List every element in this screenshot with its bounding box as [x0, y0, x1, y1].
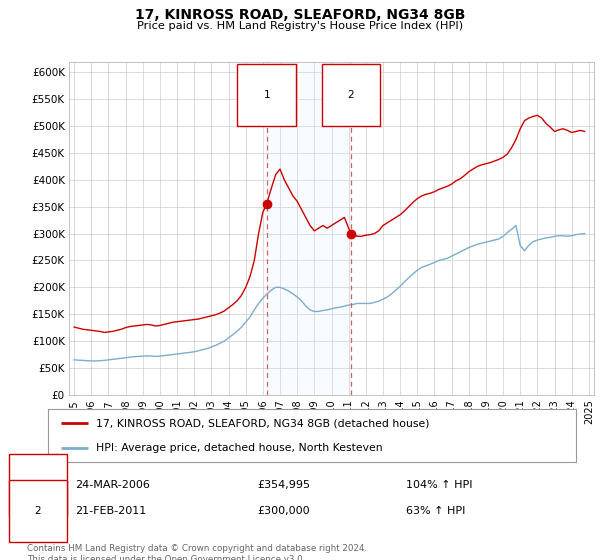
Text: 104% ↑ HPI: 104% ↑ HPI — [406, 480, 472, 490]
Text: 17, KINROSS ROAD, SLEAFORD, NG34 8GB (detached house): 17, KINROSS ROAD, SLEAFORD, NG34 8GB (de… — [95, 418, 429, 428]
Text: HPI: Average price, detached house, North Kesteven: HPI: Average price, detached house, Nort… — [95, 442, 382, 452]
Bar — [266, 62, 351, 395]
Text: 2: 2 — [347, 91, 354, 100]
Text: Contains HM Land Registry data © Crown copyright and database right 2024.
This d: Contains HM Land Registry data © Crown c… — [26, 544, 367, 560]
Text: Price paid vs. HM Land Registry's House Price Index (HPI): Price paid vs. HM Land Registry's House … — [137, 21, 463, 31]
Text: £354,995: £354,995 — [257, 480, 310, 490]
Text: 2: 2 — [35, 506, 41, 516]
Text: 63% ↑ HPI: 63% ↑ HPI — [406, 506, 465, 516]
Text: 24-MAR-2006: 24-MAR-2006 — [75, 480, 150, 490]
Text: 1: 1 — [263, 91, 270, 100]
Text: 1: 1 — [35, 480, 41, 490]
Text: 17, KINROSS ROAD, SLEAFORD, NG34 8GB: 17, KINROSS ROAD, SLEAFORD, NG34 8GB — [135, 8, 465, 22]
Text: £300,000: £300,000 — [257, 506, 310, 516]
Text: 21-FEB-2011: 21-FEB-2011 — [75, 506, 146, 516]
